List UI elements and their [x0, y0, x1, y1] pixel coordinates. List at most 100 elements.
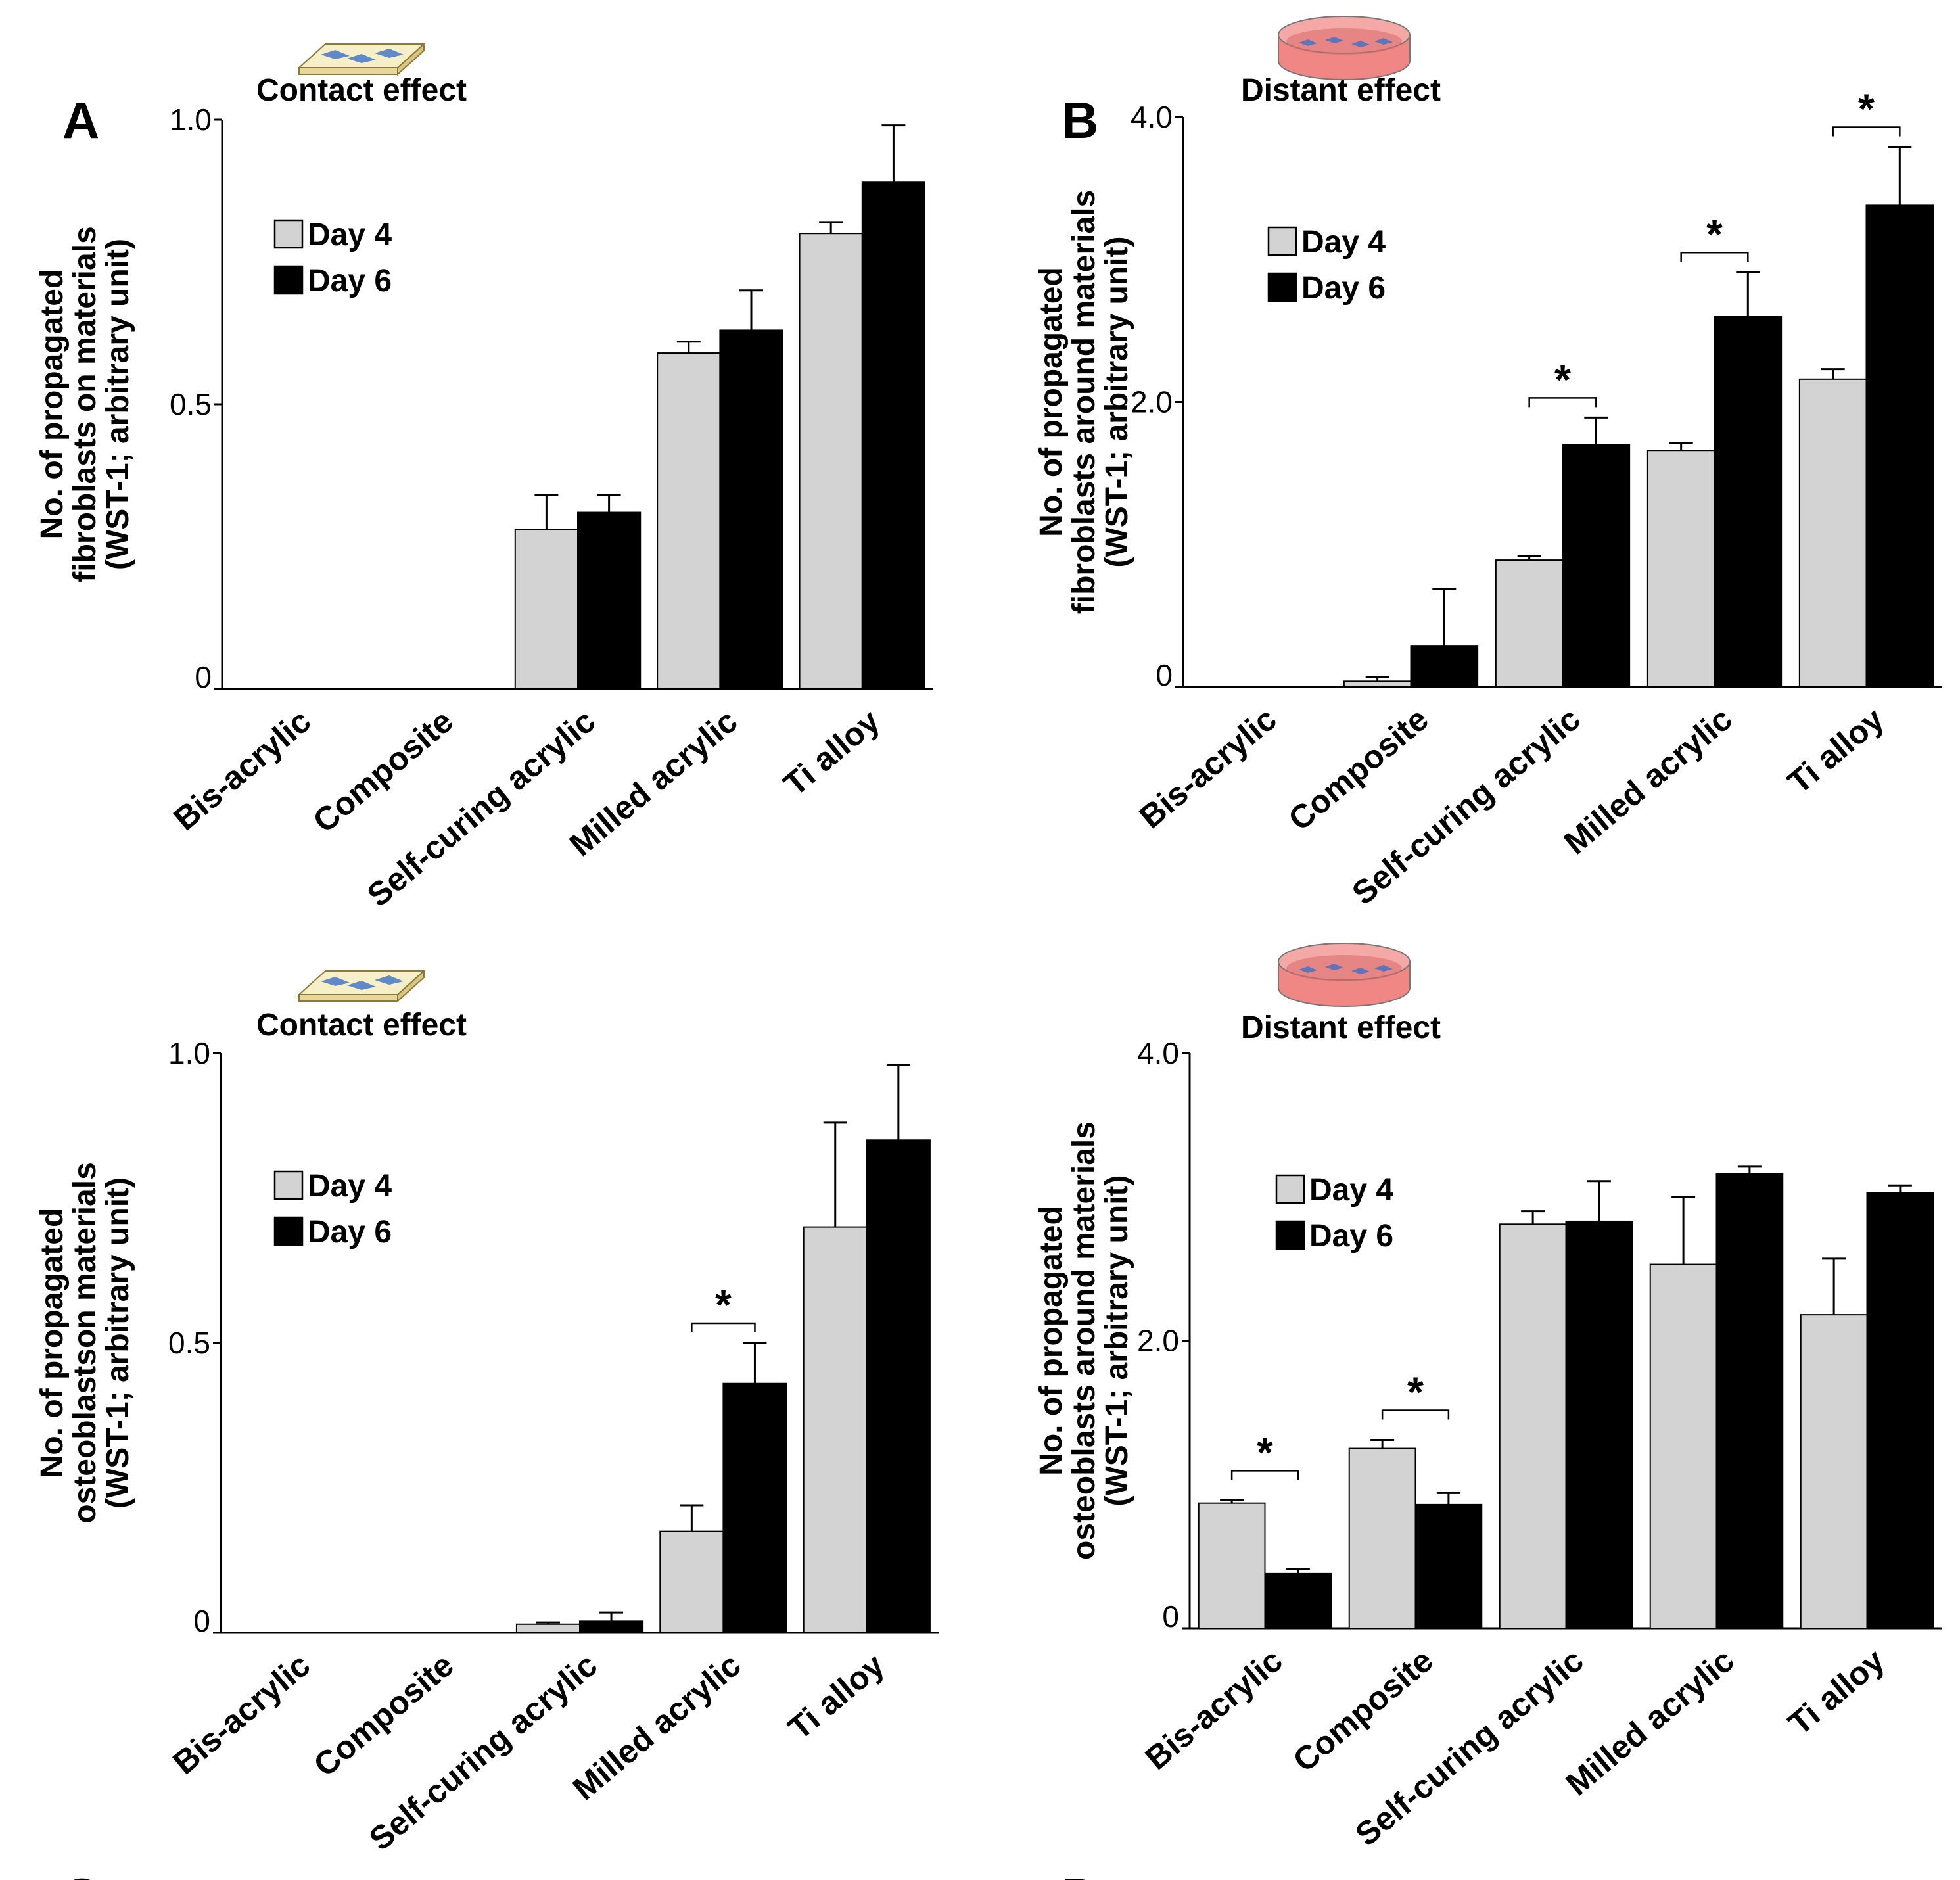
legend-swatch-day6 — [1275, 1220, 1305, 1250]
panel-title: Contact effect — [256, 1008, 467, 1043]
slide-icon — [297, 969, 426, 1003]
legend-label-day4: Day 4 — [308, 218, 392, 252]
bar-day6 — [1562, 444, 1631, 688]
y-axis-label-line: osteoblastson materials — [68, 1162, 103, 1524]
category-label: Ti alloy — [1781, 700, 1890, 801]
y-axis-label: No. of propagatedosteoblastson materials… — [35, 1162, 135, 1524]
y-axis-label: No. of propagatedfibroblasts around mate… — [1034, 190, 1134, 615]
culture-dish-icon — [1278, 943, 1411, 1007]
bar-day4 — [515, 1623, 580, 1634]
y-axis-label-line: (WST-1; arbitrary unit) — [101, 239, 135, 570]
panel-title: Contact effect — [256, 73, 467, 108]
category-label: Ti alloy — [1781, 1641, 1891, 1742]
bar-day6 — [1264, 1572, 1332, 1629]
legend-label-day6: Day 6 — [1301, 271, 1386, 306]
panel-letter: A — [62, 91, 99, 149]
y-tick-label: 0.5 — [168, 1326, 210, 1360]
bar-day4 — [1646, 450, 1715, 688]
significance-bracket: * — [1680, 210, 1749, 262]
y-tick-label: 4.0 — [1137, 1036, 1179, 1070]
y-axis-label: No. of propagatedosteoblasts around mate… — [1034, 1121, 1134, 1560]
y-tick-label: 2.0 — [1137, 1324, 1179, 1358]
legend-label-day4: Day 4 — [308, 1169, 392, 1204]
category-label: Composite — [1282, 701, 1435, 838]
legend-swatch-day6 — [273, 265, 304, 295]
bar-day4 — [1499, 1223, 1567, 1629]
category-label: Milled acrylic — [1557, 701, 1739, 862]
legend-label-day6: Day 6 — [1309, 1219, 1393, 1254]
panel-letter: C — [62, 1868, 99, 1880]
category-label: Composite — [307, 1647, 461, 1784]
category-label: Bis-acrylic — [1138, 1642, 1290, 1777]
bar-day4 — [799, 233, 863, 690]
significance-bracket: * — [1832, 85, 1901, 137]
legend-label-day4: Day 4 — [1309, 1173, 1393, 1208]
y-axis-label-line: No. of propagated — [35, 1208, 70, 1478]
y-tick-label: 0 — [1155, 658, 1173, 692]
significance-star: * — [1858, 85, 1875, 133]
slide-icon — [297, 42, 426, 76]
panel-letter: B — [1062, 91, 1098, 149]
bar-day4 — [514, 529, 578, 690]
panel-D: D Distant effect 0 2.0 4.0 No. of propagatedo… — [1034, 943, 1942, 1880]
bar-day4 — [1798, 378, 1867, 688]
culture-dish-icon — [1278, 16, 1411, 80]
significance-star: * — [1706, 210, 1723, 258]
bar-day4 — [1649, 1263, 1717, 1629]
significance-bracket: * — [1230, 1428, 1299, 1480]
y-tick-label: 2.0 — [1131, 385, 1173, 419]
category-label: Bis-acrylic — [167, 703, 318, 837]
bar-day4 — [803, 1226, 868, 1633]
legend-swatch-day4 — [1275, 1174, 1305, 1204]
significance-bracket: * — [691, 1281, 756, 1332]
significance-star: * — [715, 1281, 732, 1328]
bar-day6 — [861, 181, 926, 690]
significance-star: * — [1554, 356, 1571, 403]
y-axis-label-line: fibroblasts on materials — [68, 226, 103, 582]
category-label: Ti alloy — [782, 1646, 891, 1747]
category-label: Ti alloy — [777, 702, 887, 803]
category-label: Bis-acrylic — [1132, 701, 1284, 835]
bar-day4 — [659, 1530, 724, 1633]
category-label: Composite — [306, 703, 460, 840]
bar-day6 — [1714, 316, 1783, 688]
bar-day6 — [579, 1620, 644, 1634]
bar-day4 — [1198, 1502, 1266, 1629]
y-tick-label: 0 — [193, 1604, 210, 1638]
category-label: Composite — [1286, 1642, 1440, 1779]
bar-day4 — [657, 352, 721, 690]
bar-day4 — [1343, 680, 1412, 688]
bar-day6 — [1410, 645, 1479, 688]
legend-label-day6: Day 6 — [308, 1215, 392, 1250]
bar-day6 — [577, 511, 642, 690]
y-axis-label-line: No. of propagated — [35, 270, 70, 540]
y-axis-label-line: No. of propagated — [1034, 1206, 1069, 1476]
y-tick-label: 1.0 — [170, 103, 212, 137]
y-axis-label: No. of propagatedfibroblasts on material… — [35, 226, 135, 582]
legend-swatch-day6 — [1267, 272, 1297, 302]
panel-title: Distant effect — [1241, 73, 1441, 108]
y-axis-label-line: (WST-1; arbitrary unit) — [1100, 236, 1134, 567]
legend-swatch-day4 — [273, 219, 304, 249]
bar-day6 — [1866, 1192, 1934, 1629]
panel-letter: D — [1062, 1868, 1098, 1880]
legend-swatch-day4 — [1267, 226, 1297, 256]
y-axis-label-line: osteoblasts around materials — [1067, 1121, 1102, 1560]
legend-swatch-day6 — [273, 1216, 304, 1246]
y-axis-label-line: fibroblasts around materials — [1067, 190, 1102, 615]
y-tick-label: 4.0 — [1131, 100, 1173, 134]
bar-day4 — [1800, 1314, 1868, 1629]
bar-day6 — [1865, 204, 1934, 688]
significance-star: * — [1257, 1428, 1273, 1476]
y-axis-label-line: No. of propagated — [1034, 267, 1069, 537]
panel-B: B Distant effect 0 2.0 4.0 No. of propagatedf… — [1034, 16, 1942, 912]
significance-bracket: * — [1528, 356, 1597, 408]
significance-bracket: * — [1381, 1368, 1450, 1420]
y-tick-label: 0 — [195, 660, 212, 694]
bar-day6 — [719, 329, 783, 690]
legend-label-day4: Day 4 — [1301, 225, 1386, 260]
category-label: Self-curing acrylic — [360, 703, 602, 914]
legend-swatch-day4 — [273, 1170, 304, 1200]
y-tick-label: 0 — [1162, 1599, 1179, 1633]
